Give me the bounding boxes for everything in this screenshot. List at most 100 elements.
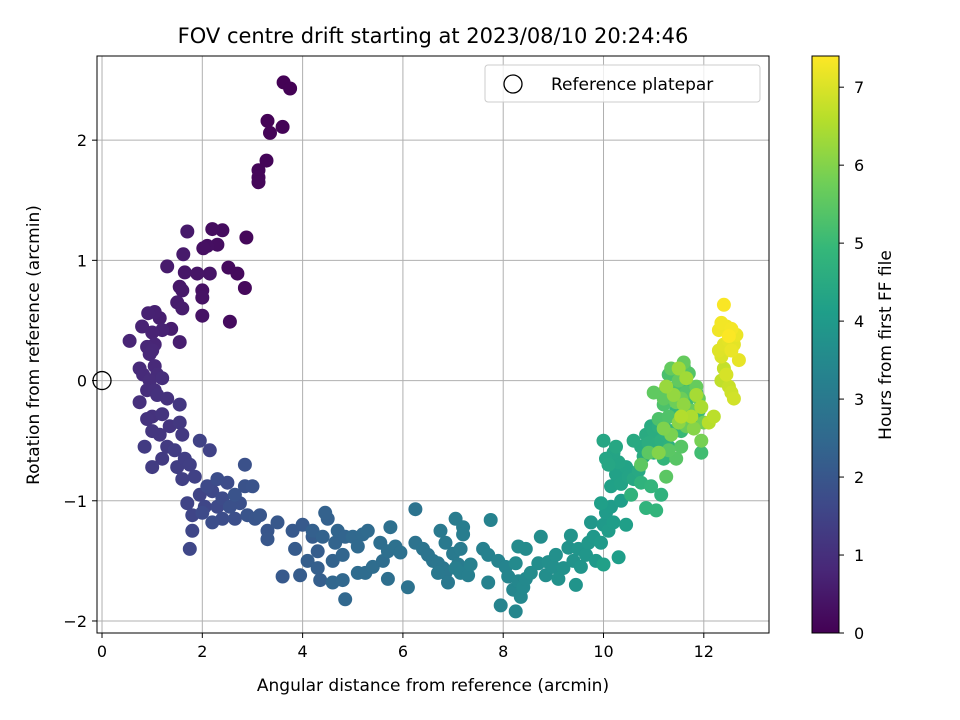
legend-marker-icon [503,74,523,94]
colorbar-tick-label: 7 [854,78,864,97]
y-tick-label: 0 [77,372,87,391]
data-point [360,523,375,538]
data-point [222,314,237,329]
data-point [335,547,350,562]
data-point [177,265,192,280]
legend: Reference platepar [484,64,761,103]
data-point [275,119,290,134]
data-point [338,592,353,607]
data-point [167,443,182,458]
data-point [676,397,691,412]
data-point [155,407,170,422]
y-tick-label: −2 [63,612,87,631]
data-point [175,283,190,298]
data-point [731,353,746,368]
data-point [187,469,202,484]
data-point [651,445,666,460]
data-point [644,479,659,494]
colorbar-tick-label: 1 [854,546,864,565]
data-point [227,511,242,526]
data-point [180,496,195,511]
data-point [568,577,583,592]
data-point [606,515,621,530]
data-point [624,487,639,502]
data-point [182,541,197,556]
x-tick-label: 2 [197,642,207,661]
data-point [533,529,548,544]
x-tick-label: 0 [97,642,107,661]
colorbar-tick-label: 6 [854,156,864,175]
data-point [383,520,398,535]
data-point [508,556,523,571]
data-point [227,487,242,502]
data-point [634,457,649,472]
y-tick-label: 1 [77,251,87,270]
data-point [453,541,468,556]
data-point [594,496,608,511]
data-point [601,457,616,472]
data-point [122,333,137,348]
data-point [596,433,611,448]
data-point [200,479,215,494]
data-point [145,424,160,439]
data-point [175,427,190,442]
data-point [239,230,254,245]
data-point [259,153,274,168]
data-point [160,259,175,274]
data-point [654,487,669,502]
data-point [251,175,266,190]
colorbar-tick-label: 4 [854,312,864,331]
data-point [335,573,350,588]
data-point [493,598,508,613]
data-point [518,541,533,556]
data-point [195,505,210,520]
data-point [694,433,709,448]
data-point [172,415,187,430]
data-point [611,550,626,565]
data-point [180,224,195,239]
data-point [556,561,571,576]
data-point [433,523,448,538]
colorbar-label: Hours from first FF file [876,250,896,440]
data-point [172,335,187,350]
data-point [182,457,197,472]
data-point [135,319,150,334]
data-point [310,544,325,559]
data-point [195,290,210,305]
data-point [195,308,210,323]
data-point [260,113,275,128]
data-point [305,523,320,538]
data-point [237,457,252,472]
data-point [461,568,476,583]
plot-frame [96,55,770,634]
x-tick-label: 6 [398,642,408,661]
data-point [253,508,267,523]
data-point [456,527,471,542]
legend-box [484,64,761,103]
data-point [155,371,170,386]
data-point [641,445,656,460]
data-point [609,439,623,454]
data-point [716,297,731,312]
data-point [551,571,566,586]
data-point [659,379,674,394]
x-tick-label: 10 [593,642,613,661]
data-point [221,260,236,275]
legend-entry-reference: Reference platepar [551,75,713,95]
data-point [671,361,686,376]
data-point [275,569,290,584]
data-point [155,451,170,466]
data-point [172,397,187,412]
data-point [483,513,498,527]
data-point [283,81,298,96]
grid-lines [97,56,769,633]
data-point [192,433,207,448]
colorbar-tick-label: 3 [854,390,864,409]
data-point [315,529,330,544]
data-point [132,395,147,410]
data-point [190,266,205,281]
data-point [646,385,661,400]
data-point [441,575,455,590]
data-point [584,515,598,530]
data-point [724,343,739,358]
